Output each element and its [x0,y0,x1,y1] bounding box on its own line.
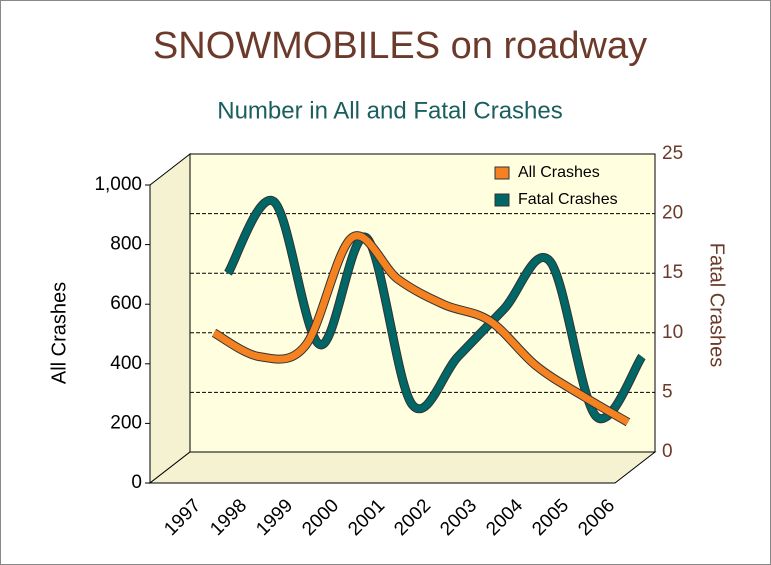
chart-subtitle: Number in All and Fatal Crashes [217,97,563,124]
line [224,196,645,423]
y2-tick-label: 25 [662,143,683,164]
y-tick-label: 1,000 [94,174,142,195]
chart-title: SNOWMOBILES on roadway [153,25,647,67]
y2-tick-label: 15 [662,262,683,283]
side-wall [149,152,191,485]
y-tick-label: 400 [110,353,142,374]
y2-tick-label: 20 [662,203,683,224]
legend-label: Fatal Crashes [518,191,618,208]
legend-swatch [494,193,510,207]
floor [148,451,657,484]
legend-label: All Crashes [518,164,600,181]
y2-tick-label: 10 [662,322,683,343]
y-tick-label: 800 [110,234,142,255]
legend-swatch [494,166,510,180]
y2-tick-label: 5 [662,381,673,402]
y-axis-label: All Crashes [48,282,70,384]
y-tick-label: 200 [110,412,142,433]
y2-axis-label: Fatal Crashes [706,243,728,368]
line [212,232,630,426]
y-tick-label: 600 [110,293,142,314]
y-tick-label: 0 [131,472,142,493]
y2-tick-label: 0 [662,441,673,462]
